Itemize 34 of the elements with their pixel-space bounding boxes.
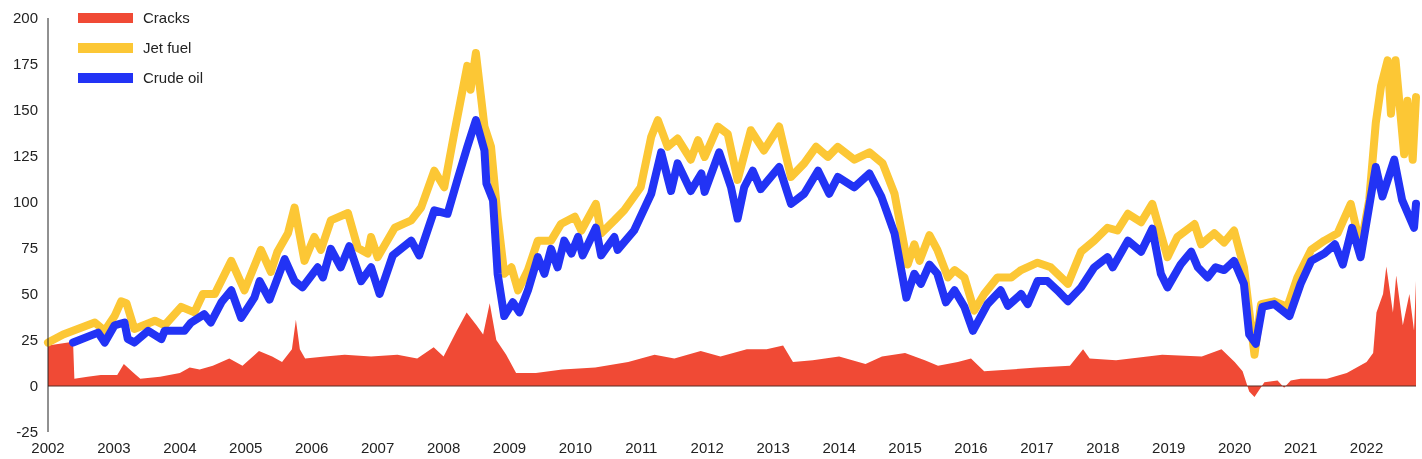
x-tick-label: 2002 (31, 439, 65, 456)
x-tick-label: 2021 (1283, 439, 1318, 456)
legend-label: Cracks (143, 9, 190, 27)
x-tick-label: 2004 (163, 439, 197, 456)
x-tick-label: 2019 (1152, 439, 1186, 456)
x-tick-label: 2018 (1086, 439, 1120, 456)
legend-label: Crude oil (143, 69, 204, 87)
y-tick-label: 50 (21, 285, 38, 303)
x-tick-label: 2003 (97, 439, 131, 456)
x-tick-label: 2007 (360, 439, 395, 456)
x-tick-label: 2011 (625, 439, 658, 456)
x-tick-label: 2013 (756, 439, 790, 456)
y-tick-label: 0 (29, 377, 38, 395)
x-tick-label: 2020 (1218, 439, 1252, 456)
x-tick-label: 2015 (888, 439, 922, 456)
x-tick-label: 2012 (690, 439, 724, 456)
x-tick-label: 2010 (558, 439, 593, 456)
y-tick-label: 125 (12, 147, 38, 165)
x-tick-label: 2014 (822, 439, 856, 456)
y-tick-label: 150 (12, 101, 38, 119)
y-tick-label: 100 (12, 193, 38, 211)
legend-label: Jet fuel (143, 39, 192, 57)
y-tick-label: 25 (21, 331, 38, 349)
x-tick-label: 2008 (426, 439, 461, 456)
y-tick-label: 75 (21, 239, 38, 257)
x-tick-label: 2016 (954, 439, 988, 456)
x-tick-label: 2022 (1349, 439, 1384, 456)
y-tick-label: -25 (16, 423, 38, 441)
y-tick-label: 200 (12, 9, 38, 27)
y-tick-label: 175 (12, 55, 38, 73)
x-tick-label: 2005 (229, 439, 263, 456)
x-tick-label: 2017 (1020, 439, 1054, 456)
x-tick-label: 2006 (295, 439, 329, 456)
x-tick-label: 2009 (492, 439, 527, 456)
